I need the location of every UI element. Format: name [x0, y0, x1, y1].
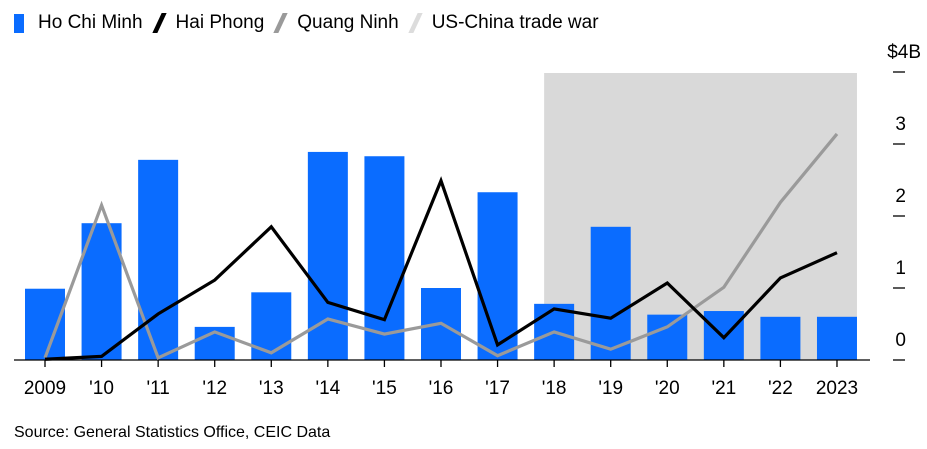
x-tick-label: '20 — [655, 378, 680, 399]
legend: Ho Chi Minh Hai Phong Quang Ninh US-Chin… — [14, 12, 613, 34]
legend-label: Hai Phong — [175, 12, 265, 33]
x-tick-label: 2023 — [816, 378, 858, 399]
legend-hai-phong: Hai Phong — [151, 12, 265, 34]
y-tick-label: 3 — [895, 114, 906, 135]
y-tick-label: 1 — [895, 258, 906, 279]
bar-ho-chi-minh — [81, 223, 122, 360]
x-tick-label: '22 — [768, 378, 793, 399]
line-quang-ninh — [43, 132, 839, 361]
x-tick-label: '19 — [598, 378, 623, 399]
legend-quang-ninh: Quang Ninh — [273, 12, 399, 34]
x-tick-label: '10 — [89, 378, 114, 399]
legend-label: Quang Ninh — [297, 12, 399, 33]
x-tick-label: '11 — [146, 378, 169, 399]
bar-ho-chi-minh — [590, 226, 631, 360]
x-tick-label: '18 — [542, 378, 567, 399]
x-tick-label: '16 — [429, 378, 454, 399]
x-tick-label: 2009 — [24, 378, 66, 399]
y-tick-label: $4B — [887, 42, 921, 63]
bar-ho-chi-minh — [760, 316, 801, 360]
x-tick-label: '21 — [711, 378, 736, 399]
bar-ho-chi-minh — [816, 316, 857, 360]
swatch-icon — [14, 13, 24, 33]
x-tick-label: '12 — [202, 378, 227, 399]
x-tick-label: '13 — [259, 378, 284, 399]
legend-ho-chi-minh: Ho Chi Minh — [14, 12, 143, 34]
bar-ho-chi-minh — [251, 292, 292, 360]
x-tick-label: '15 — [372, 378, 397, 399]
bar-ho-chi-minh — [477, 192, 518, 360]
source-note: Source: General Statistics Office, CEIC … — [14, 424, 331, 441]
bar-ho-chi-minh — [364, 156, 405, 360]
y-tick-label: 2 — [895, 186, 906, 207]
bar-ho-chi-minh — [138, 159, 179, 360]
legend-label: Ho Chi Minh — [38, 12, 143, 33]
x-tick-label: '14 — [315, 378, 340, 399]
bar-ho-chi-minh — [647, 314, 688, 360]
legend-label: US-China trade war — [431, 12, 599, 33]
y-tick-label: 0 — [895, 330, 906, 351]
x-tick-label: '17 — [485, 378, 510, 399]
legend-trade-war: US-China trade war — [408, 12, 599, 34]
line-hai-phong — [44, 176, 838, 361]
